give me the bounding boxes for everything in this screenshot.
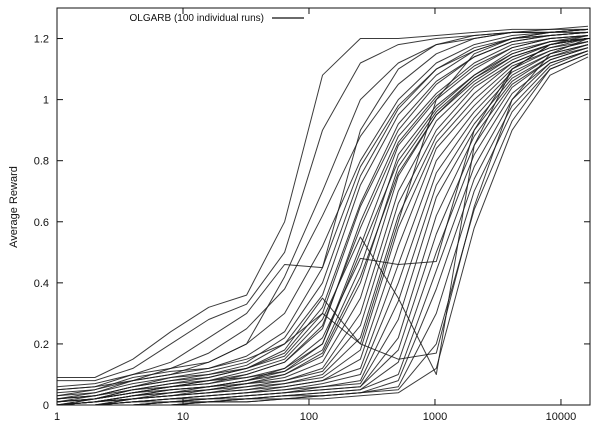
run-line-6: [56, 31, 588, 397]
run-line-27: [57, 50, 589, 406]
legend-label: OLGARB (100 individual runs): [129, 13, 264, 24]
y-tick-label: 0.4: [34, 278, 49, 290]
y-tick-label: 0.6: [34, 217, 49, 229]
x-tick-label: 1000: [423, 411, 447, 423]
run-line-30: [57, 56, 589, 406]
run-line-12: [56, 38, 589, 406]
legend: OLGARB (100 individual runs): [129, 13, 304, 24]
y-tick-label: 0.2: [34, 339, 49, 351]
x-tick-label: 1: [54, 411, 60, 423]
run-line-35: [56, 35, 589, 406]
run-line-40: [57, 38, 589, 406]
y-axis-label: Average Reward: [8, 166, 20, 248]
run-line-39: [56, 38, 589, 406]
run-line-11: [56, 35, 589, 403]
run-line-10: [56, 35, 589, 403]
x-tick-label: 100: [300, 411, 318, 423]
run-line-25: [57, 50, 589, 406]
run-line-32: [56, 28, 589, 397]
run-line-37: [56, 31, 589, 400]
run-line-15: [56, 38, 589, 406]
x-tick-label: 10: [177, 411, 189, 423]
run-lines: [56, 25, 589, 406]
run-line-38: [56, 35, 589, 406]
run-line-22: [57, 47, 589, 406]
run-line-33: [56, 38, 589, 400]
x-tick-label: 10000: [546, 411, 577, 423]
y-tick-label: 0.8: [34, 156, 49, 168]
y-tick-label: 1: [43, 95, 49, 107]
run-line-1: [57, 25, 589, 378]
y-tick-label: 1.2: [34, 34, 49, 46]
run-line-36: [56, 31, 589, 403]
run-line-9: [56, 35, 589, 403]
run-line-31: [56, 28, 589, 391]
run-line-24: [57, 47, 589, 406]
run-line-26: [57, 50, 589, 406]
x-axis-ticks: 1 10 100 1000 10000: [54, 8, 576, 423]
y-tick-label: 0: [43, 400, 49, 412]
y-axis-ticks: 0 0.2 0.4 0.6 0.8 1 1.2: [34, 34, 590, 412]
plot-frame: [56, 7, 591, 406]
run-line-23: [57, 47, 589, 406]
